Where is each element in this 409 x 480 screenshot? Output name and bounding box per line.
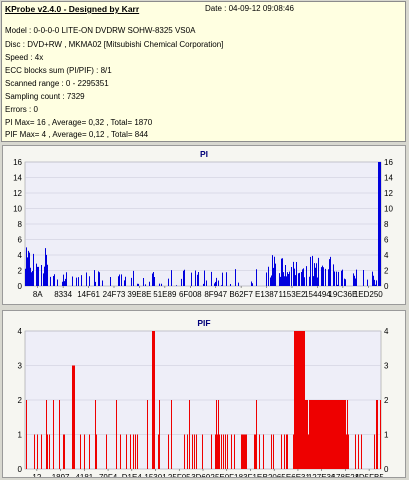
info-errors: Errors : 0 xyxy=(5,105,38,114)
info-panel: KProbe v2.4.0 - Designed by Karr Date : … xyxy=(1,1,406,142)
pif-chart-panel: PIF 0011223344121897418179F4D1E41530125F… xyxy=(2,310,406,478)
y-tick-right: 16 xyxy=(384,158,393,167)
info-model: Model : 0-0-0-0 LITE-ON DVDRW SOHW-8325 … xyxy=(5,26,196,35)
info-scanned-range: Scanned range : 0 - 2295351 xyxy=(5,79,109,88)
y-tick-right: 10 xyxy=(384,205,393,214)
y-tick-right: 3 xyxy=(384,362,389,371)
y-tick-right: 14 xyxy=(384,174,393,183)
pi-chart: 0 0 2 2 4 4 6 6 8 8 10 10 12 12 14 14 16 16 8A 8334 14F61 24F… xyxy=(13,158,393,299)
y-tick-left: 4 xyxy=(18,251,23,260)
info-disc: Disc : DVD+RW , MKMA02 [Mitsubishi Chemi… xyxy=(5,40,224,49)
info-pif-stats: PIF Max= 4 , Average= 0,12 , Total= 844 xyxy=(5,130,149,139)
x-tick-label: 39E8E xyxy=(127,290,151,299)
x-tick-label: E1387 xyxy=(255,290,279,299)
y-tick-left: 14 xyxy=(13,174,22,183)
x-tick-label: 25F05 xyxy=(168,473,191,477)
y-tick-right: 4 xyxy=(384,327,389,336)
y-tick-right: 6 xyxy=(384,236,389,245)
y-tick-left: 16 xyxy=(13,158,22,167)
y-tick-left: 2 xyxy=(18,396,23,405)
x-tick-label: 14F61 xyxy=(77,290,100,299)
y-tick-left: 12 xyxy=(13,189,22,198)
x-tick-label: 83F1E xyxy=(239,473,263,477)
x-tick-label: 5E0F1 xyxy=(215,473,239,477)
y-tick-left: 2 xyxy=(18,267,23,276)
x-tick-label: 1153E2 xyxy=(279,290,307,299)
x-tick-label: 12 xyxy=(32,473,41,477)
y-tick-left: 10 xyxy=(13,205,22,214)
x-tick-label: 1D5FB5 xyxy=(354,473,384,477)
x-tick-label: 8334 xyxy=(54,290,72,299)
y-tick-right: 2 xyxy=(384,396,389,405)
x-tick-label: 154494 xyxy=(304,290,331,299)
x-tick-label: 127E36 xyxy=(308,473,336,477)
x-tick-label: B2065 xyxy=(263,473,287,477)
y-tick-left: 0 xyxy=(18,465,23,474)
pi-chart-title: PI xyxy=(199,149,209,159)
y-tick-right: 12 xyxy=(384,189,393,198)
y-tick-right: 2 xyxy=(384,267,389,276)
y-tick-left: 4 xyxy=(18,327,23,336)
x-tick-label: 8A xyxy=(33,290,43,299)
y-tick-left: 0 xyxy=(18,282,23,291)
x-tick-label: 6F008 xyxy=(179,290,202,299)
y-tick-right: 0 xyxy=(384,465,389,474)
x-tick-label: 24F73 xyxy=(103,290,126,299)
y-tick-left: 1 xyxy=(18,431,23,440)
y-tick-right: 4 xyxy=(384,251,389,260)
app-title: KProbe v2.4.0 - Designed by Karr xyxy=(5,4,140,14)
y-tick-left: 6 xyxy=(18,236,23,245)
pif-chart-title: PIF xyxy=(197,318,211,328)
x-tick-label: B62F7 xyxy=(229,290,253,299)
y-tick-left: 8 xyxy=(18,220,23,229)
x-tick-label: 19C36E xyxy=(328,290,357,299)
info-sampling-count: Sampling count : 7329 xyxy=(5,92,85,101)
x-tick-label: 4181 xyxy=(75,473,93,477)
info-pi-stats: PI Max= 16 , Average= 0,32 , Total= 1870 xyxy=(5,118,153,127)
x-tick-label: 178E24 xyxy=(332,473,360,477)
x-tick-label: E6E31 xyxy=(286,473,311,477)
y-tick-left: 3 xyxy=(18,362,23,371)
info-ecc-sum: ECC blocks sum (PI/PIF) : 8/1 xyxy=(5,66,112,75)
x-tick-label: 1897 xyxy=(52,473,70,477)
scan-date: Date : 04-09-12 09:08:46 xyxy=(205,4,294,13)
pif-chart: 0011223344121897418179F4D1E41530125F053D… xyxy=(18,327,389,477)
x-tick-label: 1ED250 xyxy=(354,290,383,299)
y-tick-right: 0 xyxy=(384,282,389,291)
x-tick-label: 3D692 xyxy=(191,473,215,477)
info-speed: Speed : 4x xyxy=(5,53,44,62)
x-tick-label: 51E89 xyxy=(153,290,177,299)
y-tick-right: 8 xyxy=(384,220,389,229)
error-trace xyxy=(25,162,381,286)
pi-chart-panel: PI 0 0 2 2 4 4 6 6 8 8 10 10 12 12 14 14 16 16 8A 8334 14F61… xyxy=(2,145,406,305)
x-tick-label: D1E4 xyxy=(122,473,143,477)
x-tick-label: 8F947 xyxy=(204,290,227,299)
x-tick-label: 79F4 xyxy=(99,473,118,477)
x-tick-label: 15301 xyxy=(144,473,167,477)
y-tick-right: 1 xyxy=(384,431,389,440)
error-trace xyxy=(26,331,381,469)
